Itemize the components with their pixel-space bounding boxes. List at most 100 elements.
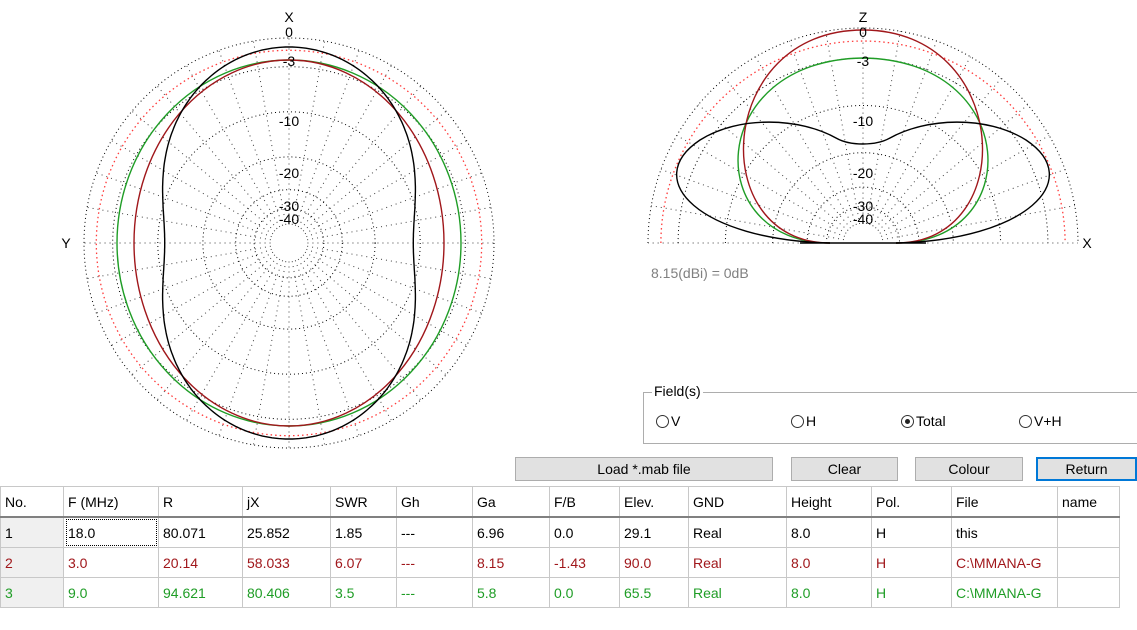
table-cell[interactable]: 65.5 [619, 577, 689, 608]
column-header[interactable]: F (MHz) [63, 486, 159, 518]
field-radio-vh[interactable]: V+H [1019, 413, 1062, 429]
trace-1 [161, 46, 417, 440]
column-header[interactable]: Ga [472, 486, 550, 518]
column-header[interactable]: File [951, 486, 1058, 518]
grid-ring [253, 207, 325, 279]
grid-spoke [302, 110, 447, 232]
column-header[interactable]: Pol. [871, 486, 952, 518]
return-button[interactable]: Return [1036, 457, 1137, 481]
table-cell[interactable]: 80.406 [242, 577, 331, 608]
column-header[interactable]: R [158, 486, 243, 518]
grid-spoke [156, 256, 278, 401]
table-cell[interactable]: 90.0 [619, 547, 689, 578]
table-cell[interactable]: Real [688, 547, 787, 578]
table-cell[interactable]: 80.071 [158, 516, 243, 548]
table-cell[interactable]: 8.0 [786, 577, 872, 608]
table-cell[interactable]: 8.15 [472, 547, 550, 578]
table-row[interactable]: 2 3.0 20.14 58.033 6.07 --- 8.15 -1.43 90.0 Real 8… [0, 547, 1120, 578]
grid-spoke [881, 205, 1075, 241]
table-cell[interactable] [1057, 516, 1120, 548]
grid-ring [647, 27, 1079, 244]
column-header[interactable]: No. [0, 486, 64, 518]
ring-label: -3 [283, 53, 296, 69]
field-radio-total[interactable]: Total [901, 413, 946, 429]
grid-ring [112, 66, 466, 420]
table-cell[interactable]: 8.0 [786, 547, 872, 578]
field-radio-vh-label: V+H [1034, 413, 1062, 429]
table-cell[interactable]: 3.0 [63, 547, 159, 578]
table-cell[interactable]: Real [688, 516, 787, 548]
column-header[interactable]: jX [242, 486, 331, 518]
axis-label-y: Y [61, 235, 71, 251]
trace-2 [133, 59, 445, 427]
gain-reference-note: 8.15(dBi) = 0dB [651, 265, 749, 281]
table-row[interactable]: 1 18.0 80.071 25.852 1.85 --- 6.96 0.0 29.1 Real 8… [0, 516, 1120, 548]
column-header[interactable]: Gh [396, 486, 473, 518]
table-cell[interactable]: H [871, 547, 952, 578]
ring-label: -10 [853, 113, 873, 129]
fields-group: Field(s) V H Total V+H [643, 383, 1137, 444]
field-radio-v[interactable]: V [656, 413, 680, 429]
table-cell[interactable]: 5.8 [472, 577, 550, 608]
table-cell[interactable]: H [871, 577, 952, 608]
table-cell[interactable]: C:\MMANA-G [951, 577, 1058, 608]
table-cell[interactable]: 58.033 [242, 547, 331, 578]
field-radio-h[interactable]: H [791, 413, 816, 429]
table-cell[interactable]: 0.0 [549, 577, 620, 608]
table-cell[interactable]: Real [688, 577, 787, 608]
ring-label: -3 [857, 53, 870, 69]
table-cell[interactable]: 2 [0, 547, 64, 578]
column-header[interactable]: SWR [330, 486, 397, 518]
grid-spoke [306, 248, 482, 314]
table-cell[interactable]: 8.0 [786, 516, 872, 548]
table-cell[interactable]: 29.1 [619, 516, 689, 548]
table-cell[interactable]: 1 [0, 516, 64, 548]
table-cell[interactable]: -1.43 [549, 547, 620, 578]
table-cell[interactable]: --- [396, 577, 473, 608]
table-cell[interactable]: 0.0 [549, 516, 620, 548]
axis-label-x: X [284, 9, 294, 25]
radio-total-indicator[interactable] [901, 414, 914, 428]
grid-ring [83, 37, 495, 449]
column-header[interactable]: Elev. [619, 486, 689, 518]
radio-v-indicator[interactable] [656, 414, 669, 428]
table-cell[interactable]: 6.07 [330, 547, 397, 578]
clear-button[interactable]: Clear [791, 457, 898, 481]
radio-h-indicator[interactable] [791, 414, 804, 428]
radio-vh-indicator[interactable] [1019, 414, 1032, 428]
table-cell[interactable]: 6.96 [472, 516, 550, 548]
table-cell[interactable] [1057, 547, 1120, 578]
grid-spoke [291, 261, 326, 445]
table-cell[interactable]: 3 [0, 577, 64, 608]
column-header[interactable]: Height [786, 486, 872, 518]
column-header[interactable]: name [1057, 486, 1120, 518]
colour-button[interactable]: Colour [915, 457, 1023, 481]
field-radio-h-label: H [806, 413, 817, 429]
table-cell[interactable]: 18.0 [63, 516, 159, 548]
table-cell[interactable]: this [951, 516, 1058, 548]
ring-label: -40 [279, 211, 299, 227]
reference-ring [95, 49, 483, 437]
table-cell[interactable]: 9.0 [63, 577, 159, 608]
table-cell[interactable] [1057, 577, 1120, 608]
ring-label: -30 [853, 198, 873, 214]
table-cell[interactable]: 20.14 [158, 547, 243, 578]
table-cell[interactable]: 94.621 [158, 577, 243, 608]
table-row[interactable]: 3 9.0 94.621 80.406 3.5 --- 5.8 0.0 65.5 Real 8.0 H… [0, 577, 1120, 608]
table-cell[interactable]: C:\MMANA-G [951, 547, 1058, 578]
table-cell[interactable]: H [871, 516, 952, 548]
table-cell[interactable]: --- [396, 547, 473, 578]
grid-spoke [131, 110, 276, 232]
grid-spoke [294, 50, 360, 226]
table-cell[interactable]: --- [396, 516, 473, 548]
ring-label: -10 [279, 113, 299, 129]
load-mab-file-button[interactable]: Load *.mab file [515, 457, 773, 481]
grid-spoke [252, 41, 287, 225]
column-header[interactable]: F/B [549, 486, 620, 518]
table-cell[interactable]: 25.852 [242, 516, 331, 548]
column-header[interactable]: GND [688, 486, 787, 518]
table-cell[interactable]: 1.85 [330, 516, 397, 548]
table-cell[interactable]: 3.5 [330, 577, 397, 608]
grid-spoke [788, 40, 857, 225]
